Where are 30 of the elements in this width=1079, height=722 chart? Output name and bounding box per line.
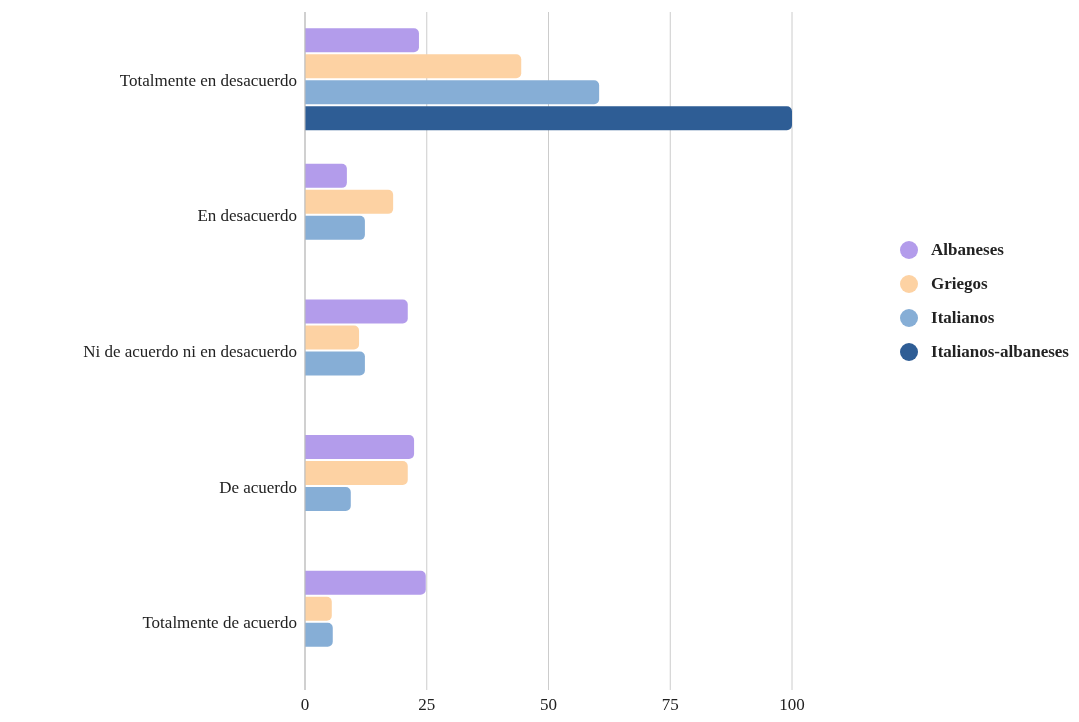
bar <box>305 215 365 240</box>
y-tick-label: De acuerdo <box>219 477 297 497</box>
y-tick-label: Totalmente de acuerdo <box>142 613 297 633</box>
x-tick-label: 100 <box>779 695 805 715</box>
bar <box>305 622 333 647</box>
bar <box>305 189 394 214</box>
bar <box>305 435 415 460</box>
bar <box>305 54 522 79</box>
y-tick-label: Ni de acuerdo ni en desacuerdo <box>83 342 297 362</box>
bar <box>305 80 600 105</box>
bar <box>305 351 365 376</box>
bar <box>305 163 347 188</box>
legend-label: Albaneses <box>931 240 1004 260</box>
bar <box>305 570 426 595</box>
legend-label: Italianos <box>931 308 995 328</box>
bar <box>305 299 408 324</box>
bar <box>305 461 408 486</box>
y-tick-label: Totalmente en desacuerdo <box>119 70 297 90</box>
bar <box>305 106 792 131</box>
bar <box>305 596 332 621</box>
bar <box>305 28 419 53</box>
legend-label: Italianos-albaneses <box>931 342 1069 362</box>
x-tick-label: 0 <box>300 695 310 715</box>
x-tick-label: 50 <box>540 695 557 715</box>
bar <box>305 325 360 350</box>
y-tick-label: En desacuerdo <box>197 206 297 226</box>
x-tick-label: 75 <box>661 695 679 715</box>
legend-label: Griegos <box>931 274 988 294</box>
x-tick-label: 25 <box>418 695 436 715</box>
bar <box>305 487 351 512</box>
